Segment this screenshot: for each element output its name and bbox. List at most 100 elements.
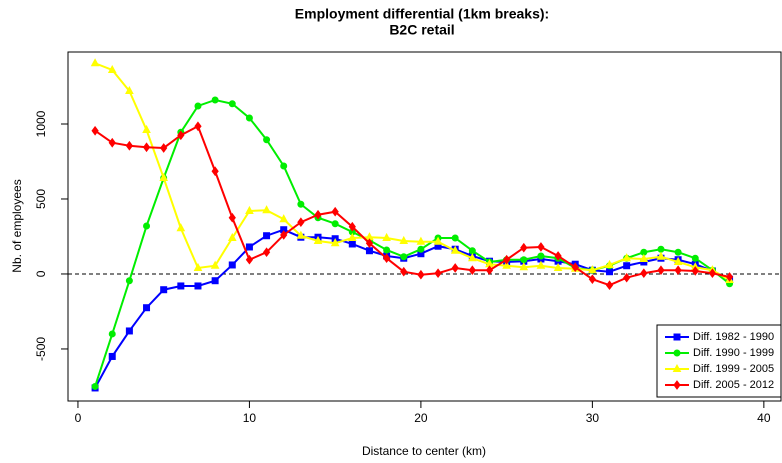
marker	[708, 268, 717, 279]
marker	[211, 96, 219, 104]
marker	[623, 272, 631, 283]
y-tick-label: 1000	[34, 110, 48, 137]
x-tick-label: 10	[243, 411, 257, 425]
marker	[314, 209, 322, 220]
marker	[537, 252, 545, 260]
marker	[125, 327, 133, 335]
marker	[279, 214, 289, 223]
marker	[245, 254, 254, 265]
marker	[262, 205, 271, 214]
marker	[485, 265, 494, 276]
marker	[348, 240, 356, 248]
marker	[193, 262, 203, 271]
marker	[468, 265, 476, 276]
y-axis-label: Nb. of employees	[10, 179, 24, 272]
marker	[450, 245, 460, 254]
marker	[451, 234, 459, 242]
marker	[297, 217, 305, 228]
marker	[365, 238, 374, 249]
x-tick-label: 40	[757, 411, 771, 425]
series-line	[94, 124, 730, 287]
marker	[656, 251, 666, 260]
marker	[159, 172, 169, 181]
legend-label: Diff. 1982 - 1990	[693, 331, 774, 343]
marker	[245, 243, 253, 251]
marker	[416, 236, 426, 245]
marker	[451, 263, 459, 273]
y-tick-label: 0	[34, 270, 48, 277]
marker	[674, 265, 682, 276]
marker	[553, 262, 563, 271]
marker	[143, 304, 151, 312]
marker	[348, 221, 356, 232]
marker	[725, 272, 734, 282]
marker	[503, 254, 511, 265]
marker	[143, 222, 151, 230]
marker	[657, 265, 665, 276]
marker	[91, 382, 99, 390]
chart-title: Employment differential (1km breaks):	[295, 6, 549, 22]
marker	[280, 230, 288, 240]
marker	[125, 277, 133, 285]
marker	[347, 232, 357, 241]
x-axis-label: Distance to center (km)	[362, 444, 486, 458]
marker	[176, 223, 186, 232]
marker	[571, 262, 579, 273]
marker	[382, 232, 391, 241]
marker	[160, 286, 168, 294]
marker	[434, 268, 442, 279]
marker	[673, 256, 683, 265]
marker	[194, 121, 202, 132]
marker	[673, 380, 681, 390]
marker	[623, 262, 631, 270]
marker	[228, 212, 236, 223]
marker	[91, 125, 99, 136]
marker	[177, 282, 185, 290]
chart-subtitle: B2C retail	[389, 22, 454, 38]
legend-label: Diff. 1999 - 2005	[693, 363, 774, 375]
marker	[433, 236, 443, 245]
marker	[330, 238, 340, 247]
marker	[331, 220, 339, 228]
marker	[673, 333, 681, 341]
marker	[400, 253, 408, 261]
marker	[691, 266, 699, 276]
marker	[331, 206, 339, 217]
legend-label: Diff. 1990 - 1999	[693, 347, 774, 359]
marker	[383, 246, 391, 254]
marker	[673, 349, 681, 357]
marker	[640, 268, 648, 279]
marker	[142, 142, 151, 153]
marker	[194, 102, 202, 110]
marker	[554, 251, 562, 261]
marker	[211, 166, 219, 177]
marker	[520, 256, 528, 264]
marker	[400, 266, 408, 277]
marker	[228, 100, 236, 108]
x-tick-label: 20	[414, 411, 428, 425]
x-tick-label: 30	[586, 411, 600, 425]
marker	[228, 261, 236, 269]
marker	[108, 352, 116, 360]
marker	[605, 280, 614, 291]
x-tick-label: 0	[75, 411, 82, 425]
marker	[606, 268, 614, 276]
marker	[520, 242, 528, 253]
marker	[245, 205, 254, 214]
marker	[125, 85, 134, 94]
marker	[605, 259, 614, 268]
marker	[160, 143, 168, 153]
y-tick-label: -500	[34, 337, 48, 361]
marker	[194, 282, 202, 290]
legend-label: Diff. 2005 - 2012	[693, 379, 774, 391]
marker	[639, 253, 649, 262]
marker	[263, 232, 271, 240]
marker	[211, 277, 219, 285]
marker	[296, 230, 306, 239]
marker	[262, 247, 271, 258]
marker	[502, 260, 511, 269]
marker	[142, 124, 151, 133]
marker	[297, 200, 305, 208]
